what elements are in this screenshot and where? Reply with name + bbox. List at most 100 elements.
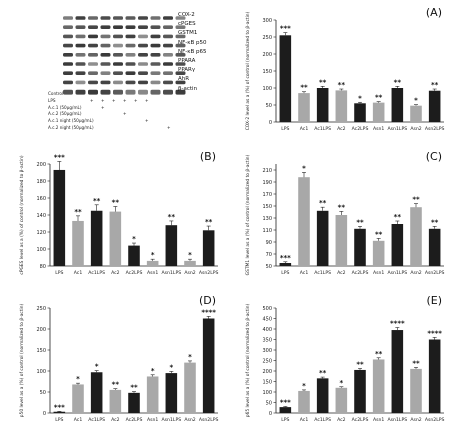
blot-band [113, 71, 123, 75]
bar [428, 339, 441, 413]
x-tick-label: Asn1 [147, 417, 158, 423]
significance-mark: ** [74, 208, 82, 216]
blot-band [88, 71, 98, 75]
blot-band [125, 62, 136, 66]
blot-band [163, 80, 173, 85]
blot-band [113, 53, 123, 57]
protein-label: PPARA [178, 58, 196, 64]
blot-band [163, 16, 173, 20]
blot-band [63, 16, 73, 20]
significance-mark: * [169, 363, 173, 371]
x-tick-label: Ac2 [111, 417, 120, 423]
blot-band [113, 43, 123, 48]
blot-band [125, 34, 136, 39]
x-tick-label: Asn2 [410, 270, 421, 276]
x-tick-label: Asn2 [184, 417, 195, 423]
significance-mark: ** [338, 203, 346, 211]
y-tick-label: 100 [262, 86, 272, 92]
panel-letter: (A) [426, 6, 442, 19]
blot-band [175, 80, 186, 85]
blot-band [175, 71, 186, 75]
significance-mark: ** [205, 218, 213, 226]
condition-plus-mark: + [101, 97, 105, 103]
blot-band [125, 80, 136, 85]
blot-band [150, 43, 161, 48]
protein-label: AhR [178, 76, 190, 83]
bar [128, 245, 140, 266]
bar [391, 224, 404, 266]
blot-band [88, 16, 98, 20]
x-tick-label: Asn1 [373, 417, 384, 423]
y-tick-label: 170 [262, 192, 272, 198]
blot-band [163, 43, 173, 48]
x-tick-label: Ac1 [74, 417, 83, 423]
western-blot-panel [42, 8, 227, 126]
panel-letter: (E) [426, 294, 442, 307]
protein-label: NF-κB p50 [178, 39, 207, 46]
blot-band [138, 43, 148, 48]
blot-band [75, 71, 86, 75]
y-tick-label: 210 [262, 168, 272, 174]
western-blot-image [63, 16, 186, 95]
y-tick-label: 450 [262, 316, 272, 322]
y-tick-label: 130 [262, 216, 272, 222]
significance-mark: ** [356, 360, 364, 368]
blot-band [88, 43, 98, 48]
bar [354, 228, 366, 266]
blot-band [138, 53, 148, 57]
condition-label: A.c.2 night (50μg/mL) [48, 125, 94, 130]
bar [184, 362, 196, 413]
x-tick-label: LPS [55, 270, 63, 276]
y-tick-label: 100 [36, 369, 46, 375]
chart-panel-e: 0 50 100 150 200 250 300 350 400 450 500 p65 level … [245, 294, 445, 423]
protein-label: GSTM1 [178, 30, 198, 37]
blot-band [150, 71, 161, 75]
bar [428, 90, 441, 122]
x-tick-label: Ac1LPS [314, 126, 331, 132]
blot-band [125, 89, 136, 95]
bar [298, 93, 310, 122]
y-tick-label: 50 [266, 400, 272, 406]
y-tick-label: 120 [36, 230, 46, 236]
blot-band [113, 80, 123, 85]
x-tick-label: LPS [281, 270, 289, 276]
blot-band [150, 53, 161, 57]
bar [184, 260, 196, 266]
blot-band [63, 25, 73, 29]
blot-band [138, 71, 148, 75]
y-tick-label: 300 [262, 18, 272, 24]
x-tick-label: Asn2 [410, 126, 421, 132]
x-tick-label: Ac2LPS [352, 126, 369, 132]
bar [410, 207, 422, 266]
y-tick-label: 250 [36, 306, 46, 312]
blot-band [125, 25, 136, 29]
condition-label: Control [48, 91, 64, 96]
blot-band [88, 53, 98, 57]
blot-band [100, 80, 111, 85]
bar [391, 330, 404, 413]
y-tick-label: 300 [262, 348, 272, 354]
blot-band [163, 89, 173, 95]
x-tick-label: Ac2 [111, 270, 120, 276]
panel-letter: (C) [426, 150, 442, 163]
significance-mark: ** [112, 199, 120, 207]
y-tick-label: 0 [269, 120, 272, 126]
bar [410, 368, 422, 413]
x-tick-label: Ac2LPS [352, 417, 369, 423]
y-tick-label: 200 [36, 162, 46, 168]
blot-band [138, 34, 148, 39]
blot-band [138, 89, 148, 95]
y-axis-label: cPGES level as a (%) of control (normali… [19, 155, 25, 274]
significance-mark: ** [168, 213, 176, 221]
y-tick-label: 160 [36, 196, 46, 202]
blot-band [125, 16, 136, 20]
bar [128, 392, 140, 413]
blot-band [138, 62, 148, 66]
blot-band [163, 34, 173, 39]
y-tick-label: 500 [262, 306, 272, 312]
blot-band [100, 25, 111, 29]
significance-mark: **** [390, 320, 405, 328]
y-tick-label: 150 [36, 348, 46, 354]
bar [90, 210, 103, 266]
blot-band [175, 62, 186, 66]
